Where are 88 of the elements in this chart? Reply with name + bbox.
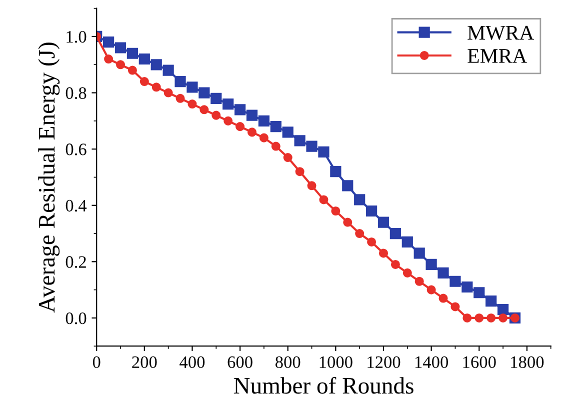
x-tick-label: 400 <box>180 356 205 368</box>
point <box>104 54 114 64</box>
point <box>222 98 234 110</box>
point <box>128 66 137 75</box>
point <box>330 166 342 178</box>
x-tick-label: 1600 <box>463 356 496 368</box>
point <box>295 167 304 176</box>
point <box>224 116 233 126</box>
point <box>354 194 366 206</box>
point <box>271 142 280 151</box>
point <box>342 180 354 192</box>
point <box>438 294 448 303</box>
point <box>450 302 460 312</box>
point <box>270 121 282 132</box>
legend-label: EMRA <box>468 49 528 63</box>
x-axis-title: Number of Rounds <box>234 376 414 394</box>
point <box>236 122 245 132</box>
point <box>294 135 306 146</box>
x-tick-label: 600 <box>228 356 252 368</box>
x-tick-label: 1800 <box>511 356 544 368</box>
x-tick-label: 800 <box>276 356 300 368</box>
point <box>498 313 508 322</box>
point <box>200 105 209 114</box>
x-tick-label: 0 <box>92 356 100 368</box>
point <box>114 42 126 54</box>
x-tick-label: 1000 <box>320 356 352 368</box>
point <box>426 258 437 270</box>
y-tick-label: 0.8 <box>66 87 86 100</box>
point <box>331 206 340 216</box>
point <box>414 248 425 259</box>
y-tick-label: 0.6 <box>66 144 86 156</box>
point <box>162 64 174 76</box>
point <box>247 128 257 137</box>
point <box>318 146 330 158</box>
point <box>390 228 402 240</box>
y-axis-title: Average Residual Energy (J) <box>38 42 60 313</box>
x-tick-label: 1200 <box>368 356 400 368</box>
point <box>414 276 424 286</box>
x-tick-label: 200 <box>132 356 157 368</box>
point <box>402 268 412 278</box>
point <box>450 276 461 287</box>
point <box>282 126 294 138</box>
point <box>283 153 292 162</box>
point <box>474 287 485 298</box>
point <box>246 110 258 121</box>
point <box>140 77 149 86</box>
x-tick-label: 1400 <box>415 356 448 368</box>
point <box>188 100 197 109</box>
point <box>234 104 246 116</box>
point <box>497 304 509 316</box>
point <box>152 82 161 92</box>
y-tick-label: 0.4 <box>66 200 87 212</box>
point <box>390 260 400 269</box>
point <box>486 296 497 307</box>
point <box>186 82 198 93</box>
y-tick-label: 1.0 <box>66 30 86 43</box>
point <box>306 140 318 152</box>
point <box>164 88 173 98</box>
point <box>402 236 413 248</box>
point <box>319 195 328 204</box>
point <box>210 92 222 104</box>
point <box>116 60 126 70</box>
point <box>103 36 114 48</box>
point <box>212 110 221 120</box>
point <box>343 218 352 227</box>
point <box>355 229 364 238</box>
point <box>138 53 150 65</box>
point <box>462 281 473 293</box>
point <box>198 87 210 98</box>
point <box>259 133 268 142</box>
point <box>150 59 162 70</box>
y-tick-label: 0.2 <box>66 256 86 268</box>
point <box>176 94 185 103</box>
point <box>126 48 138 59</box>
point <box>366 205 378 217</box>
point <box>367 237 376 246</box>
point <box>174 76 186 88</box>
point <box>474 313 484 322</box>
point <box>438 267 449 278</box>
point <box>307 181 316 190</box>
point <box>258 115 270 126</box>
point <box>426 285 436 294</box>
y-tick-label: 0.0 <box>66 312 86 324</box>
point <box>378 216 390 228</box>
point <box>462 313 472 322</box>
legend-label: MWRA <box>468 26 534 40</box>
point <box>378 248 388 258</box>
point <box>486 313 496 322</box>
